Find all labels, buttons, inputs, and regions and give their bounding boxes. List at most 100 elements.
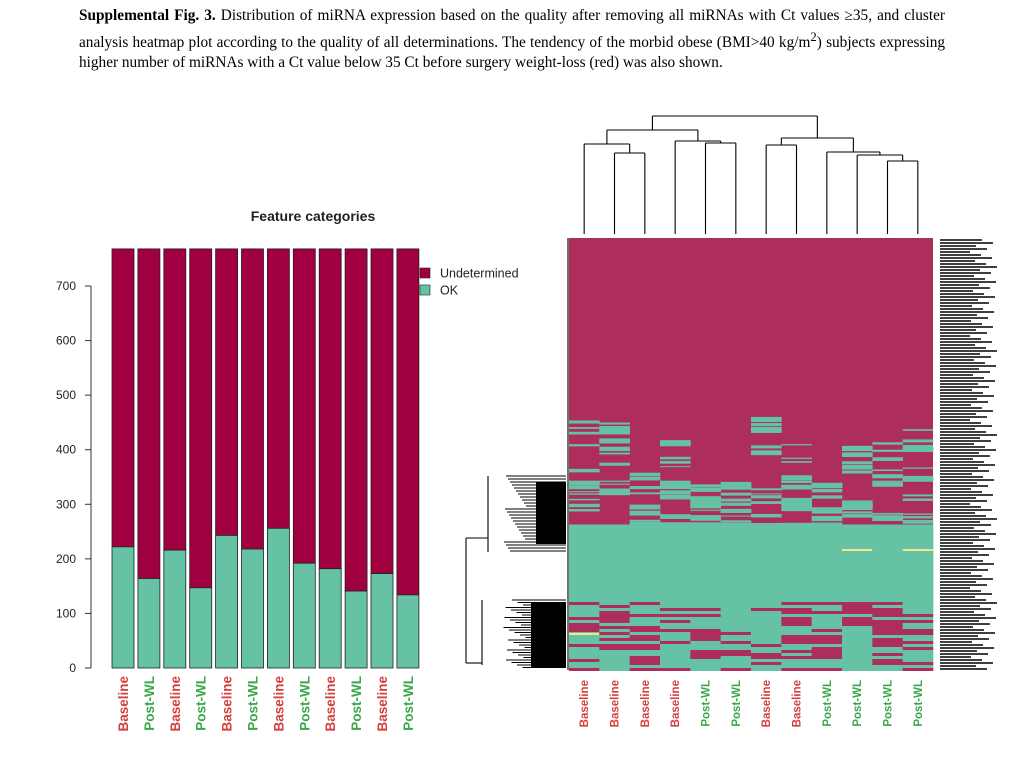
heatmap-cell-ok: [751, 614, 782, 617]
heatmap-cell-ok: [569, 650, 600, 653]
heatmap-column-label: Baseline: [761, 680, 773, 727]
heatmap-cell-undetermined: [811, 611, 843, 614]
heatmap-cell-ok: [872, 668, 903, 671]
heatmap-cell-ok: [569, 431, 600, 435]
heatmap-cell-ok: [660, 494, 691, 499]
dendrogram-leaf-block: [531, 603, 566, 667]
heatmap-cell-ok: [660, 665, 691, 668]
heatmap-cell-undetermined: [811, 668, 843, 671]
heatmap-cell-undetermined: [872, 632, 903, 635]
heatmap-cell-ok: [720, 647, 752, 650]
heatmap-cell-ok: [629, 650, 661, 653]
heatmap-cell-ok: [781, 665, 812, 668]
heatmap-cell-undetermined: [902, 629, 934, 632]
heatmap-column-label: Post-WL: [731, 680, 743, 727]
heatmap-cell-ok: [842, 614, 873, 617]
figure-caption: Supplemental Fig. 3. Distribution of miR…: [79, 6, 945, 74]
heatmap-cell-ok: [690, 484, 721, 488]
heatmap-cell-ok: [902, 602, 934, 605]
x-tick-label: Post-WL: [194, 676, 209, 731]
heatmap-cell-ok: [569, 638, 600, 641]
heatmap-cell-undetermined: [781, 602, 812, 605]
heatmap-cell-ok: [872, 512, 903, 515]
heatmap-cell-undetermined: [872, 638, 903, 641]
heatmap-cell-undetermined: [720, 641, 752, 644]
heatmap-cell-ok: [599, 668, 630, 671]
heatmap-cell-ok: [690, 496, 721, 501]
heatmap-cell-ok: [690, 659, 721, 662]
heatmap-cell-ok: [690, 517, 721, 521]
heatmap-cell-undetermined: [902, 641, 934, 644]
heatmap-cell-ok: [811, 522, 843, 526]
heatmap-cell-ok: [781, 475, 812, 481]
heatmap-cell-undetermined: [872, 620, 903, 623]
heatmap-cell-ok: [902, 467, 934, 469]
heatmap-cell-ok: [842, 445, 873, 448]
heatmap-cell-ok: [902, 498, 934, 501]
x-tick-label: Baseline: [116, 676, 131, 732]
bar-undetermined: [241, 248, 264, 550]
heatmap-cell-ok: [660, 659, 691, 662]
heatmap-cell-ok: [902, 623, 934, 626]
heatmap-cell-undetermined: [599, 638, 630, 641]
heatmap-cell-ok: [751, 605, 782, 608]
heatmap-cell-ok: [811, 495, 843, 499]
legend-swatch: [419, 267, 431, 279]
heatmap-cell-undetermined: [781, 641, 812, 644]
heatmap-cell-undetermined: [781, 638, 812, 641]
heatmap-cell-undetermined: [599, 620, 630, 623]
heatmap-cell-ok: [781, 507, 812, 512]
heatmap-cell-ok: [660, 456, 691, 460]
heatmap-cell-ok: [690, 602, 721, 605]
heatmap-cell-undetermined: [872, 611, 903, 614]
heatmap-cell-ok: [902, 439, 934, 443]
heatmap-cell-ok: [751, 427, 782, 432]
heatmap-cell-ok: [599, 429, 630, 435]
y-tick-label: 700: [56, 279, 76, 293]
heatmap-cell-ok: [842, 452, 873, 457]
heatmap-cell-ok: [811, 509, 843, 514]
heatmap-cell-ok: [629, 507, 661, 509]
heatmap-cell-ok: [751, 495, 782, 499]
heatmap-cell-ok: [842, 668, 873, 671]
heatmap-cell-ok: [629, 479, 661, 481]
heatmap-cell-undetermined: [660, 629, 691, 632]
heatmap-cell-ok: [811, 524, 843, 602]
heatmap-cell-ok: [811, 516, 843, 522]
heatmap-cell-ok: [690, 620, 721, 623]
heatmap-cell-ok: [599, 602, 630, 605]
heatmap-cell-ok: [751, 668, 782, 671]
heatmap-cell-ok: [690, 500, 721, 506]
bar-ok: [292, 562, 316, 669]
heatmap-cell-ok: [690, 617, 721, 620]
heatmap-cell-ok: [902, 517, 934, 519]
heatmap-cell-ok: [569, 444, 600, 447]
heatmap-cell-ok: [720, 638, 752, 641]
heatmap-column-label: Baseline: [610, 680, 622, 727]
chart-title: Feature categories: [251, 208, 376, 224]
heatmap-cell-ok: [629, 476, 661, 481]
heatmap-cell-ok: [690, 605, 721, 608]
heatmap-cell-ok: [720, 602, 752, 605]
heatmap-cell-ok: [720, 608, 752, 611]
heatmap-cell-ok: [690, 662, 721, 665]
bar-ok: [189, 587, 213, 669]
x-tick-label: Baseline: [220, 676, 235, 732]
heatmap-cell-ok: [902, 475, 934, 480]
heatmap-cell-undetermined: [842, 605, 873, 608]
heatmap-cell-ok: [599, 665, 630, 668]
heatmap-cell-ok: [599, 656, 630, 659]
bar-undetermined: [189, 248, 213, 589]
heatmap-cell-ok: [690, 647, 721, 650]
heatmap-cell-ok: [751, 623, 782, 626]
heatmap-cell-ok: [660, 632, 691, 635]
heatmap-cell-ok: [629, 524, 661, 602]
heatmap-cell-ok: [629, 472, 661, 477]
heatmap-cell-undetermined: [690, 614, 721, 617]
heatmap-cell-ok: [599, 623, 630, 626]
heatmap-cell-ok: [720, 520, 752, 523]
heatmap-cell-ok: [872, 665, 903, 668]
heatmap-cell-ok: [842, 500, 873, 503]
heatmap-cell-ok: [660, 522, 691, 527]
heatmap-cell-ok: [629, 620, 661, 623]
